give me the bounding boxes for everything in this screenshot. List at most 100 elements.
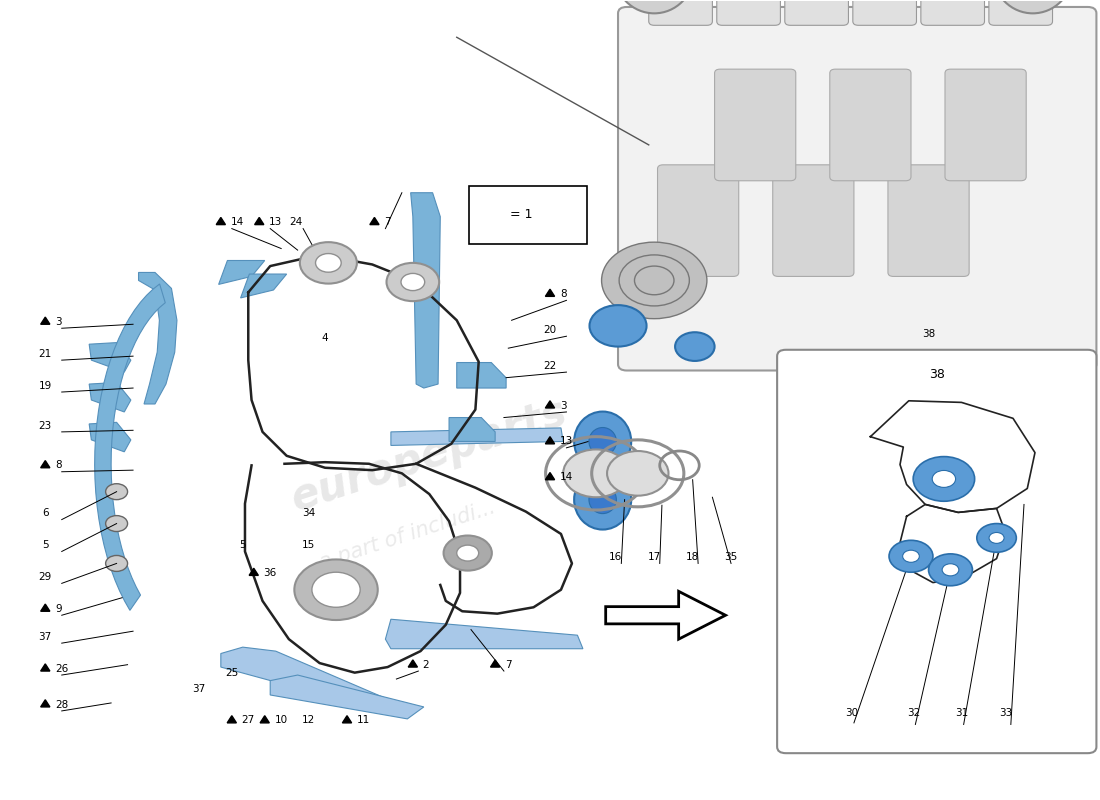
Text: 18: 18	[686, 552, 700, 562]
Text: 35: 35	[725, 552, 738, 562]
Polygon shape	[342, 716, 352, 723]
Polygon shape	[390, 428, 563, 446]
Circle shape	[635, 266, 674, 294]
Text: 37: 37	[192, 683, 206, 694]
Text: 30: 30	[845, 707, 858, 718]
Polygon shape	[370, 218, 379, 225]
Ellipse shape	[574, 411, 631, 471]
Text: 11: 11	[356, 715, 370, 726]
Circle shape	[903, 550, 920, 562]
Text: 8: 8	[560, 289, 566, 299]
Polygon shape	[254, 218, 264, 225]
FancyBboxPatch shape	[649, 0, 713, 26]
Circle shape	[889, 540, 933, 572]
Polygon shape	[41, 700, 50, 707]
Circle shape	[989, 533, 1004, 543]
Ellipse shape	[615, 0, 694, 14]
Polygon shape	[449, 418, 495, 442]
FancyBboxPatch shape	[715, 69, 795, 181]
Polygon shape	[219, 261, 265, 285]
Polygon shape	[260, 716, 270, 723]
Text: 34: 34	[302, 508, 316, 518]
Text: 26: 26	[55, 664, 68, 674]
Text: 23: 23	[39, 421, 52, 430]
FancyBboxPatch shape	[921, 0, 984, 26]
Polygon shape	[385, 619, 583, 649]
Text: 25: 25	[226, 668, 239, 678]
Ellipse shape	[588, 427, 616, 455]
Polygon shape	[221, 647, 396, 715]
Circle shape	[106, 555, 128, 571]
Text: 29: 29	[39, 572, 52, 582]
Circle shape	[675, 332, 715, 361]
Polygon shape	[546, 473, 554, 480]
Text: 20: 20	[543, 325, 557, 335]
Circle shape	[942, 564, 959, 576]
Circle shape	[386, 263, 439, 301]
Circle shape	[316, 254, 341, 272]
Circle shape	[928, 554, 972, 586]
Text: 14: 14	[560, 472, 573, 482]
Text: a part of includi...: a part of includi...	[317, 498, 498, 574]
Text: 2: 2	[422, 660, 429, 670]
FancyBboxPatch shape	[829, 69, 911, 181]
Text: 38: 38	[928, 368, 945, 381]
Text: 7: 7	[505, 660, 512, 670]
FancyBboxPatch shape	[852, 0, 916, 26]
FancyBboxPatch shape	[777, 350, 1097, 753]
Circle shape	[300, 242, 356, 284]
Ellipse shape	[993, 0, 1072, 14]
FancyBboxPatch shape	[784, 0, 848, 26]
Text: 22: 22	[543, 361, 557, 370]
Circle shape	[913, 457, 975, 502]
Polygon shape	[217, 218, 226, 225]
Ellipse shape	[588, 486, 616, 514]
Text: 37: 37	[39, 632, 52, 642]
Text: 36: 36	[264, 568, 277, 578]
Polygon shape	[241, 274, 287, 298]
Circle shape	[563, 450, 629, 498]
Polygon shape	[41, 317, 50, 324]
Text: 13: 13	[560, 437, 573, 446]
Polygon shape	[41, 664, 50, 671]
Text: 6: 6	[42, 508, 48, 518]
Circle shape	[456, 545, 478, 561]
Circle shape	[106, 484, 128, 500]
Polygon shape	[490, 210, 500, 218]
Polygon shape	[271, 675, 424, 719]
Text: 13: 13	[270, 218, 283, 227]
Polygon shape	[89, 422, 131, 452]
Polygon shape	[546, 437, 554, 444]
FancyBboxPatch shape	[945, 69, 1026, 181]
Circle shape	[932, 470, 956, 487]
Polygon shape	[228, 716, 236, 723]
Circle shape	[106, 515, 128, 531]
Text: 31: 31	[955, 707, 968, 718]
FancyBboxPatch shape	[469, 186, 587, 244]
Text: 14: 14	[231, 218, 244, 227]
Text: 12: 12	[302, 715, 316, 726]
Polygon shape	[491, 660, 499, 667]
Text: 9: 9	[55, 604, 62, 614]
Circle shape	[607, 451, 669, 496]
Polygon shape	[546, 289, 554, 296]
FancyBboxPatch shape	[772, 165, 854, 277]
FancyBboxPatch shape	[989, 0, 1053, 26]
Polygon shape	[95, 284, 165, 610]
Polygon shape	[41, 604, 50, 611]
Text: 28: 28	[55, 699, 68, 710]
Circle shape	[590, 305, 647, 346]
Polygon shape	[89, 342, 131, 372]
Circle shape	[312, 572, 360, 607]
Polygon shape	[41, 461, 50, 468]
Text: 5: 5	[240, 540, 246, 550]
Text: 17: 17	[648, 552, 661, 562]
FancyBboxPatch shape	[618, 7, 1097, 370]
Polygon shape	[408, 660, 418, 667]
Text: 15: 15	[302, 540, 316, 550]
Text: 16: 16	[609, 552, 623, 562]
Text: 5: 5	[42, 540, 48, 550]
Text: 3: 3	[560, 401, 566, 410]
Polygon shape	[606, 591, 726, 639]
FancyBboxPatch shape	[888, 165, 969, 277]
